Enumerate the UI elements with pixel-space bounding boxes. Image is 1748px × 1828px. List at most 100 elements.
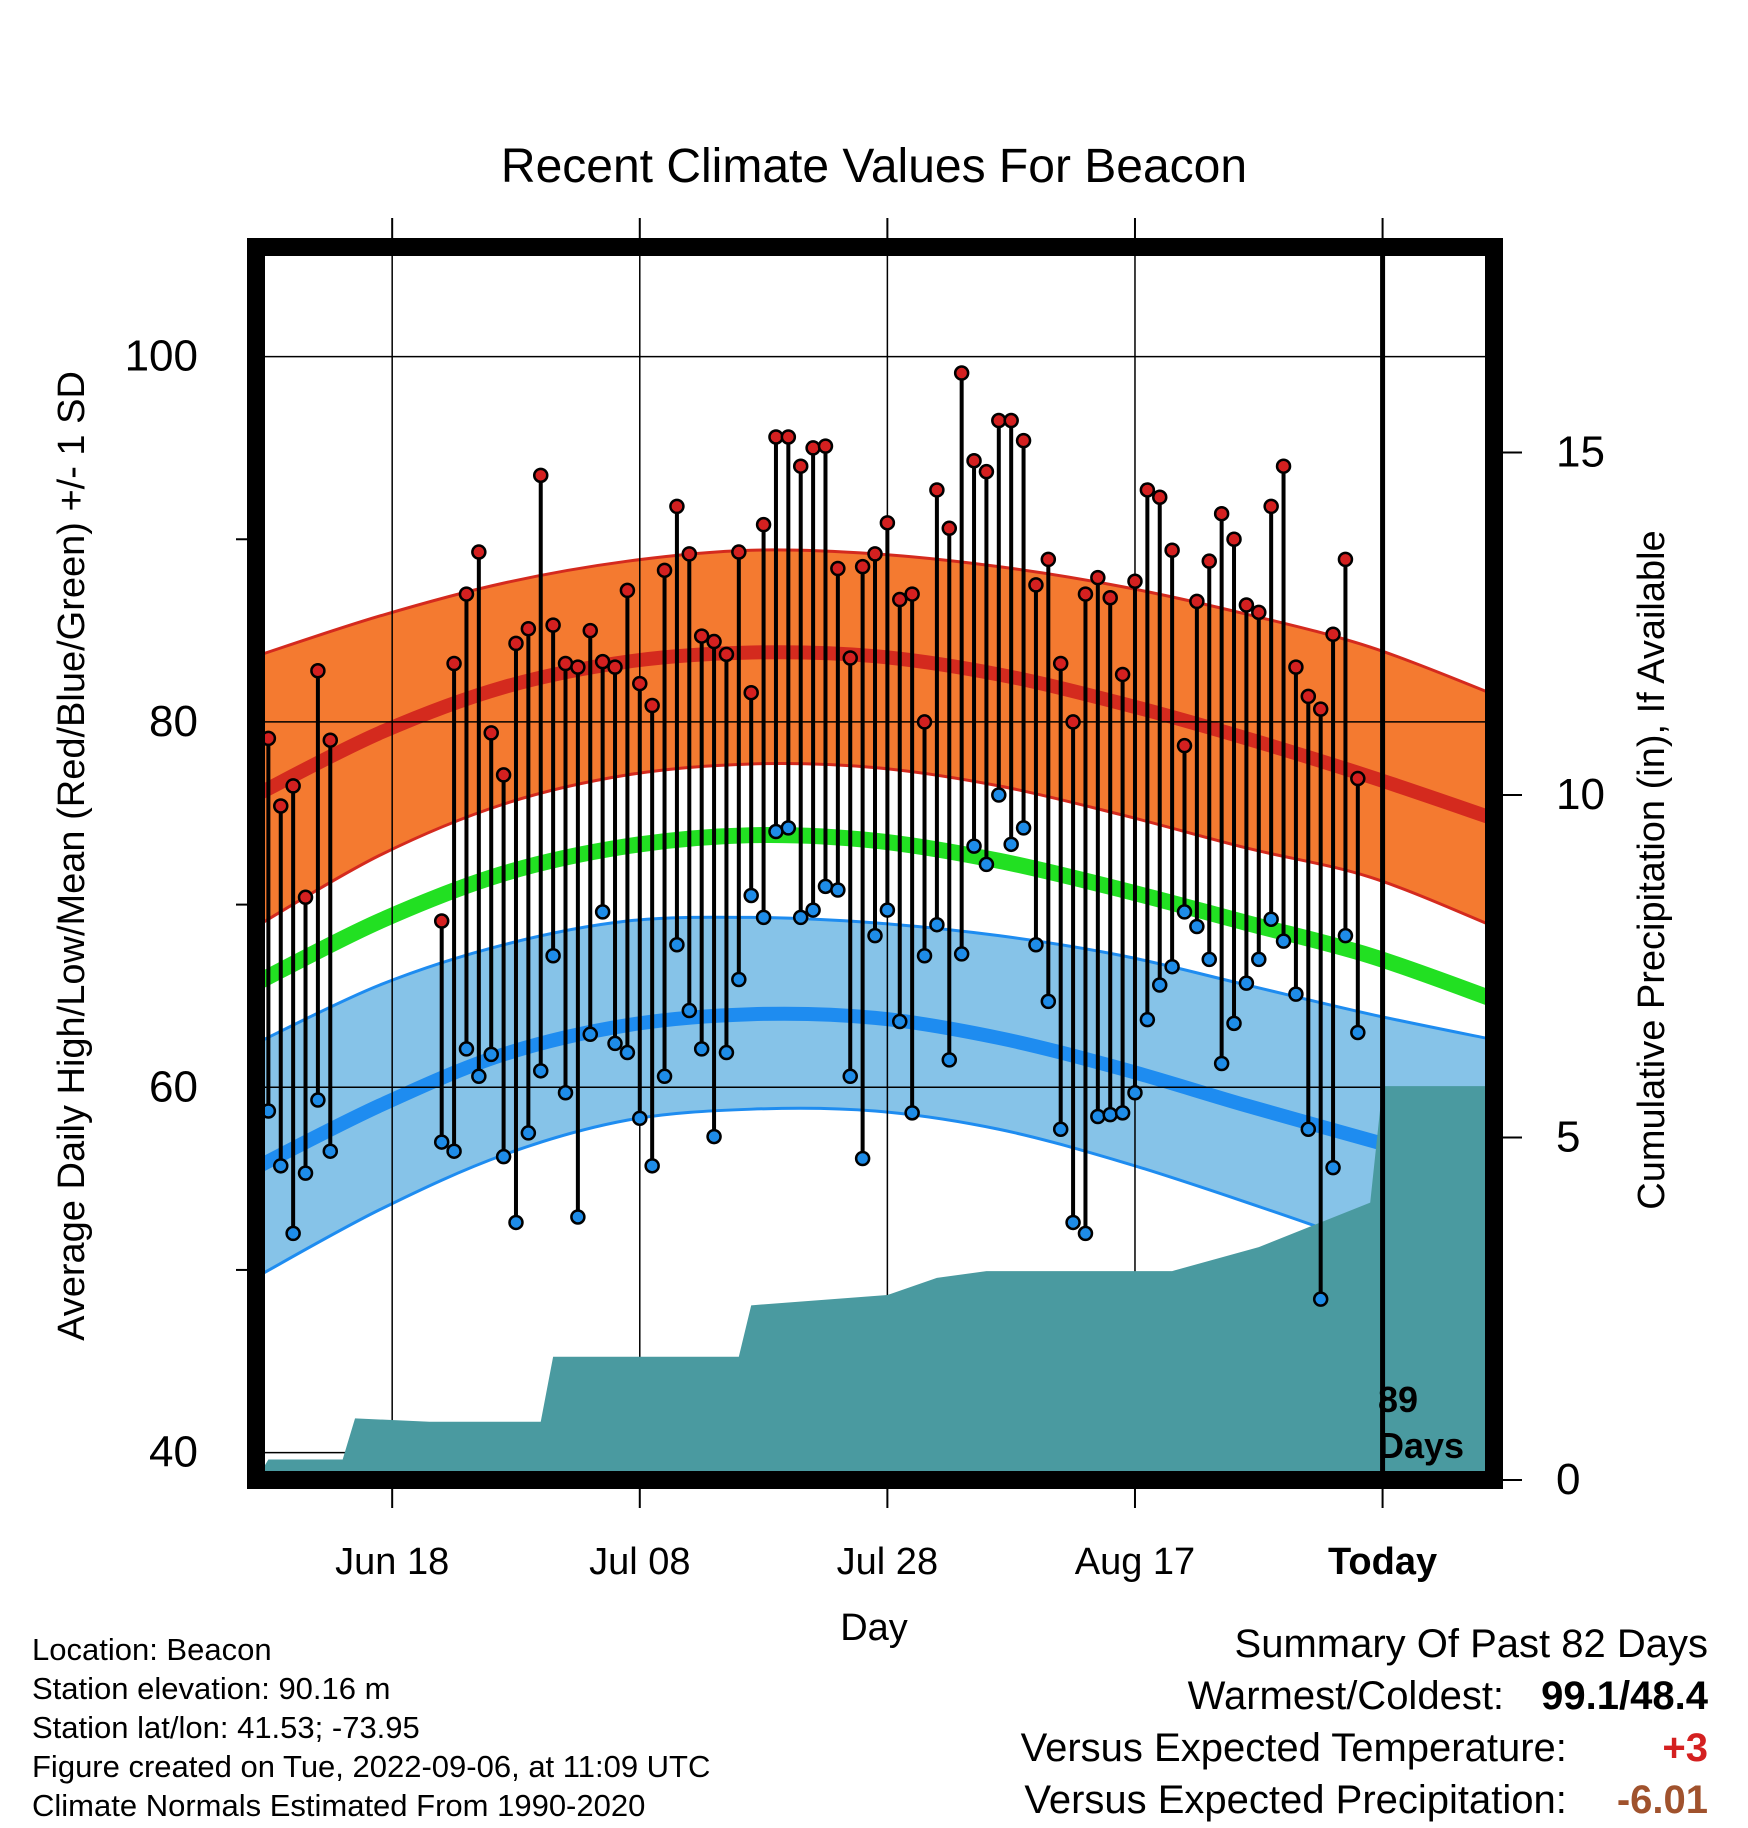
temp-departure-value: +3 bbox=[1662, 1726, 1708, 1770]
low-sd-band-lower-edge bbox=[256, 1106, 1494, 1301]
info-latlon: Station lat/lon: 41.53; -73.95 bbox=[32, 1710, 420, 1745]
low-temp-point bbox=[991, 787, 1007, 803]
low-temp-point bbox=[1337, 927, 1354, 944]
high-temp-point bbox=[483, 725, 499, 741]
high-temp-point bbox=[1325, 626, 1341, 643]
high-temp-point bbox=[953, 365, 970, 381]
low-temp-point bbox=[656, 1068, 673, 1085]
high-temp-point bbox=[1090, 569, 1106, 586]
low-temp-point bbox=[817, 878, 834, 895]
high-temp-point bbox=[1176, 737, 1193, 754]
precip-departure-value: -6.01 bbox=[1616, 1778, 1708, 1822]
low-temp-point bbox=[1275, 933, 1292, 949]
low-temp-point bbox=[1028, 937, 1044, 953]
summary-precip: Versus Expected Precipitation: -6.01 bbox=[1024, 1778, 1708, 1823]
low-temp-point bbox=[731, 971, 747, 988]
high-temp-point bbox=[693, 628, 710, 644]
low-temp-point bbox=[780, 820, 797, 836]
low-temp-point bbox=[854, 1150, 871, 1167]
low-temp-point bbox=[953, 946, 970, 962]
high-temp-point bbox=[285, 778, 301, 794]
info-location: Location: Beacon bbox=[32, 1632, 272, 1667]
high-temp-point bbox=[607, 659, 623, 675]
y2-axis-label: Cumulative Precipitation (in), If Availa… bbox=[1631, 530, 1673, 1209]
low-temp-point bbox=[1164, 958, 1180, 975]
low-temp-point bbox=[1003, 836, 1019, 853]
low-temp-point bbox=[322, 1143, 339, 1159]
low-temp-point bbox=[669, 937, 685, 953]
y-tick-label: 80 bbox=[149, 697, 198, 746]
low-temp-point bbox=[520, 1125, 537, 1141]
low-temp-point bbox=[1040, 993, 1057, 1010]
low-temp-point bbox=[582, 1026, 599, 1043]
low-temp-point bbox=[1201, 951, 1218, 968]
low-temp-point bbox=[273, 1158, 289, 1174]
low-temp-point bbox=[805, 902, 821, 918]
low-temp-point bbox=[929, 916, 945, 933]
low-temp-point bbox=[1288, 986, 1304, 1002]
low-temp-point bbox=[1189, 918, 1205, 935]
low-temp-point bbox=[743, 887, 759, 904]
temp-label: Versus Expected Temperature: bbox=[1020, 1726, 1567, 1770]
low-temp-point bbox=[706, 1128, 722, 1145]
low-temp-point bbox=[768, 823, 784, 840]
y-tick-label: 100 bbox=[125, 332, 198, 381]
high-temp-point bbox=[495, 767, 512, 783]
low-temp-point bbox=[1350, 1024, 1366, 1041]
high-temp-point bbox=[545, 617, 561, 633]
summary-warm-cold: Warmest/Coldest: 99.1/48.4 bbox=[1188, 1674, 1708, 1719]
plot-frame bbox=[247, 238, 1503, 1489]
high-temp-point bbox=[532, 467, 549, 484]
high-temp-point bbox=[1003, 412, 1019, 429]
low-temp-point bbox=[966, 838, 982, 854]
low-temp-point bbox=[1065, 1214, 1081, 1231]
low-temp-point bbox=[1176, 904, 1193, 920]
high-temp-point bbox=[991, 412, 1007, 429]
high-temp-point bbox=[706, 633, 722, 650]
low-temp-point bbox=[297, 1165, 314, 1181]
high-temp-point bbox=[433, 913, 450, 929]
low-temp-point bbox=[545, 947, 561, 964]
high-temp-point bbox=[681, 546, 698, 562]
high-temp-point bbox=[879, 515, 896, 531]
high-temp-point bbox=[1226, 531, 1242, 548]
low-temp-point bbox=[978, 856, 995, 873]
x-tick-label: Aug 17 bbox=[1075, 1541, 1195, 1583]
low-temp-point bbox=[1300, 1121, 1317, 1138]
low-temp-point bbox=[892, 1013, 908, 1030]
low-temp-point bbox=[1251, 951, 1267, 968]
low-temp-point bbox=[1077, 1225, 1094, 1242]
x-tick-label: Jul 28 bbox=[837, 1541, 938, 1583]
high-temp-point bbox=[929, 482, 945, 498]
high-temp-point bbox=[892, 591, 908, 608]
high-temp-point bbox=[867, 546, 883, 562]
period-label-count: 89 bbox=[1378, 1379, 1418, 1420]
summary-title: Summary Of Past 82 Days bbox=[1234, 1622, 1708, 1666]
high-temp-point bbox=[817, 438, 834, 454]
low-temp-point bbox=[1213, 1055, 1230, 1072]
low-temp-point bbox=[830, 882, 846, 898]
high-temp-point bbox=[805, 440, 821, 456]
high-temp-point bbox=[731, 544, 747, 560]
info-created: Figure created on Tue, 2022-09-06, at 11… bbox=[32, 1749, 711, 1784]
station-info: Location: Beacon Station elevation: 90.1… bbox=[32, 1630, 710, 1825]
low-temp-point bbox=[904, 1105, 920, 1121]
y2-tick-label: 10 bbox=[1556, 770, 1605, 819]
low-temp-point bbox=[508, 1214, 524, 1231]
low-temp-point bbox=[495, 1148, 512, 1165]
low-temp-point bbox=[879, 902, 896, 918]
high-temp-point bbox=[792, 458, 809, 474]
low-temp-point bbox=[570, 1209, 586, 1225]
high-temp-point bbox=[1052, 655, 1069, 672]
low-temp-point bbox=[471, 1068, 487, 1085]
y2-tick-label: 5 bbox=[1556, 1113, 1580, 1162]
low-temp-point bbox=[792, 909, 809, 926]
high-temp-point bbox=[1213, 505, 1230, 522]
y-tick-label: 60 bbox=[149, 1062, 198, 1111]
low-temp-point bbox=[483, 1046, 499, 1063]
high-temp-point bbox=[557, 655, 574, 672]
info-elevation: Station elevation: 90.16 m bbox=[32, 1671, 391, 1706]
high-temp-point bbox=[1151, 489, 1168, 506]
high-temp-point bbox=[1275, 458, 1292, 474]
